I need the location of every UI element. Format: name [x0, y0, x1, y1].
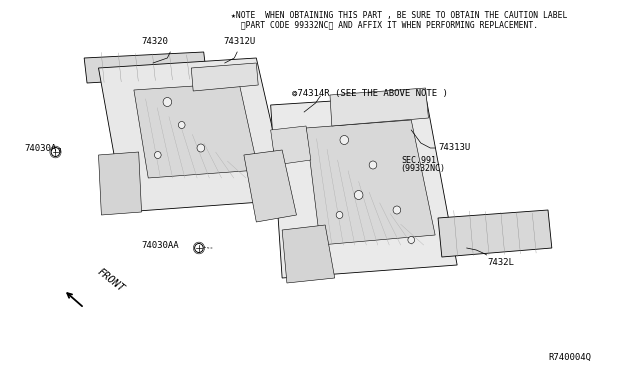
Text: 74030AA: 74030AA — [141, 241, 179, 250]
Polygon shape — [330, 88, 428, 126]
Polygon shape — [191, 63, 258, 91]
Circle shape — [195, 244, 204, 253]
Circle shape — [336, 212, 343, 218]
Text: ❂74314R (SEE THE ABOVE NOTE ): ❂74314R (SEE THE ABOVE NOTE ) — [292, 89, 447, 97]
Text: 74312U: 74312U — [223, 37, 255, 46]
Circle shape — [179, 122, 185, 128]
Circle shape — [355, 190, 363, 199]
Polygon shape — [271, 95, 457, 278]
Text: FRONT: FRONT — [95, 267, 127, 294]
Polygon shape — [99, 58, 289, 212]
Text: SEC.991: SEC.991 — [402, 156, 436, 165]
Polygon shape — [282, 225, 335, 283]
Circle shape — [163, 97, 172, 106]
Text: 74030A: 74030A — [24, 144, 56, 153]
Polygon shape — [99, 152, 141, 215]
Text: R740004Q: R740004Q — [548, 353, 591, 362]
Circle shape — [154, 151, 161, 158]
Polygon shape — [271, 126, 311, 165]
Circle shape — [197, 144, 205, 152]
Circle shape — [393, 206, 401, 214]
Polygon shape — [134, 83, 258, 178]
Polygon shape — [244, 150, 296, 222]
Polygon shape — [306, 120, 435, 245]
Circle shape — [51, 148, 60, 157]
Polygon shape — [84, 52, 207, 83]
Text: 〈PART CODE 99332NC〉 AND AFFIX IT WHEN PERFORMING REPLACEMENT.: 〈PART CODE 99332NC〉 AND AFFIX IT WHEN PE… — [232, 20, 539, 29]
Text: 74320: 74320 — [141, 37, 168, 46]
Text: ★NOTE  WHEN OBTAINING THIS PART , BE SURE TO OBTAIN THE CAUTION LABEL: ★NOTE WHEN OBTAINING THIS PART , BE SURE… — [232, 11, 568, 20]
Text: 7432L: 7432L — [488, 258, 515, 267]
Text: (99332NC): (99332NC) — [400, 164, 445, 173]
Circle shape — [369, 161, 377, 169]
Circle shape — [408, 237, 415, 244]
Circle shape — [340, 135, 349, 144]
Polygon shape — [438, 210, 552, 257]
Text: 74313U: 74313U — [438, 142, 470, 151]
